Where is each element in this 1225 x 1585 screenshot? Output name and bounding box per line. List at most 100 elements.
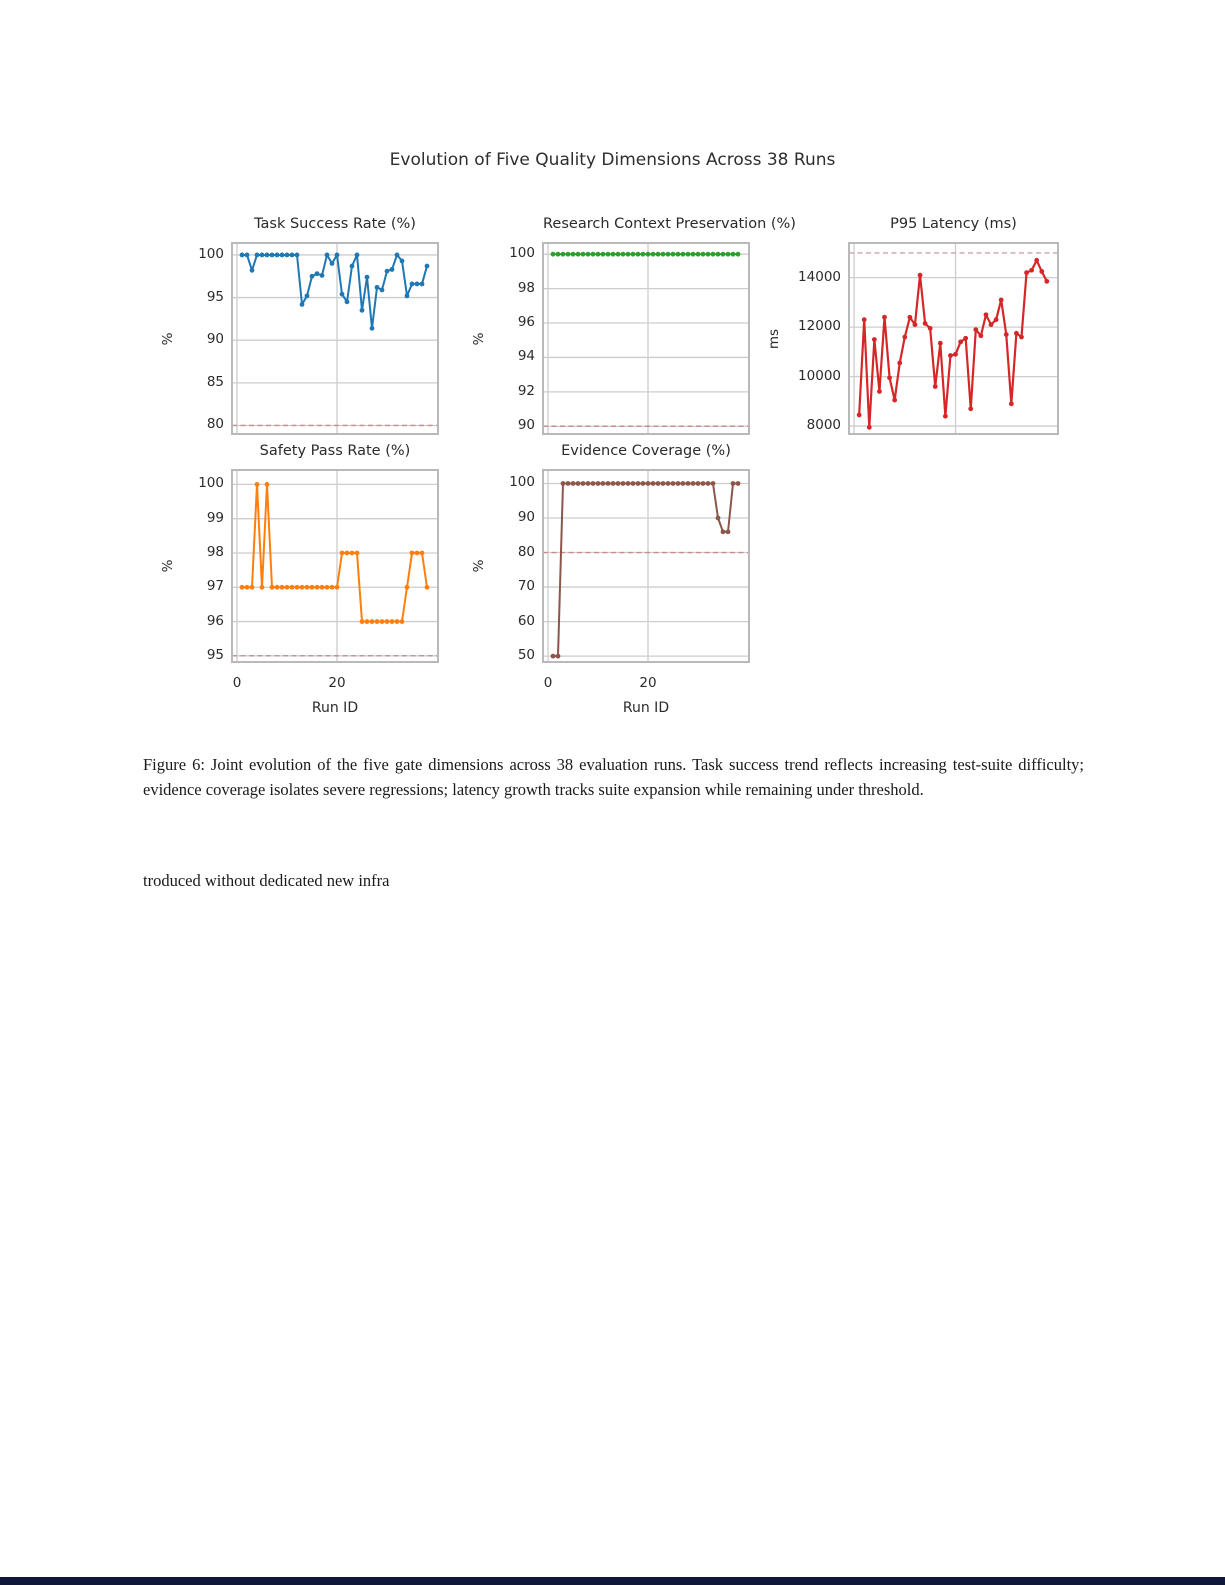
data-point [897,360,903,366]
data-point [259,584,265,590]
data-point [279,252,285,258]
data-point [861,317,867,323]
data-point [670,481,676,486]
footer-bar [0,1577,1225,1585]
x-axis-label: Run ID [622,700,670,716]
data-point [354,252,360,258]
data-point [269,252,275,258]
data-point [600,481,606,486]
y-tick-label: 12000 [798,318,841,335]
data-point [715,515,721,521]
data-point [299,301,305,307]
data-point [620,251,626,257]
data-point [555,653,561,659]
chart-evidence-coverage: Evidence Coverage (%) 50 60 70 80 90 100% 0 20 Ru… [463,440,767,740]
data-point [279,584,285,590]
data-point [670,251,676,257]
data-point [630,481,636,486]
data-point [394,252,400,258]
data-point [570,251,576,257]
data-point [555,251,561,257]
data-point [655,481,661,486]
y-tick-label: 95 [206,288,224,305]
data-point [414,281,420,287]
data-point [284,252,290,258]
y-tick-label: 90 [517,417,535,434]
data-point [339,291,345,297]
data-point [249,267,255,273]
data-point [620,481,626,486]
chart-title: Research Context Preservation (%) [543,216,796,232]
data-point [1039,269,1045,274]
y-tick-label: 90 [517,509,535,525]
data-point [289,584,295,590]
data-point [610,481,616,486]
data-point [695,251,701,257]
data-point [1008,401,1014,407]
data-point [640,481,646,486]
data-point [882,314,887,320]
plot-area [848,242,1059,435]
data-point [958,339,963,345]
data-point [585,481,591,486]
chart-title: Safety Pass Rate (%) [259,443,411,459]
data-point [374,284,380,290]
data-point [735,251,741,257]
data-point [912,322,918,328]
data-point [685,251,691,257]
data-point [595,481,601,486]
y-tick-label: 60 [517,612,535,629]
data-point [304,293,310,299]
y-axis-label: % [471,332,487,345]
data-point [902,334,908,340]
data-point [942,413,948,419]
chart-title: Evidence Coverage (%) [561,443,731,459]
data-point [254,482,260,487]
y-tick-label: 99 [206,509,224,526]
data-point [304,584,310,590]
data-point [675,251,681,257]
data-point [364,619,370,624]
data-point [560,251,566,257]
data-point [259,252,265,258]
data-point [625,251,631,257]
data-point [299,584,305,590]
data-point [369,619,375,624]
data-point [324,584,330,590]
chart-research-context: Research Context Preservation (%) 90 92 94 9… [463,213,796,512]
y-tick-label: 92 [517,382,535,399]
data-point [274,252,280,258]
y-tick-label: 100 [509,474,535,491]
y-tick-label: 10000 [798,367,841,384]
data-point [424,584,430,590]
y-tick-label: 94 [517,348,535,365]
data-point [680,481,686,486]
data-point [725,529,731,535]
data-point [871,337,877,342]
plot-area [231,242,439,435]
x-tick-label: 0 [543,675,553,691]
data-point [917,272,923,278]
data-point [364,274,370,280]
y-tick-label: 98 [517,279,535,296]
data-point [379,619,385,624]
data-point [983,312,989,318]
data-point [339,550,345,556]
data-point [319,273,325,278]
data-point [344,299,350,305]
data-point [615,251,621,257]
data-point [314,584,320,590]
x-tick-label: 0 [232,675,242,691]
y-axis-label: % [471,559,487,573]
data-point [730,251,736,257]
figure-title: Evolution of Five Quality Dimensions Acr… [389,150,836,170]
data-point [595,251,601,257]
data-point [665,481,671,486]
data-point [705,481,711,486]
data-point [937,340,943,346]
data-point [993,317,999,323]
data-point [359,307,365,313]
data-point [329,584,335,590]
data-point [998,297,1004,303]
data-point [640,251,646,257]
